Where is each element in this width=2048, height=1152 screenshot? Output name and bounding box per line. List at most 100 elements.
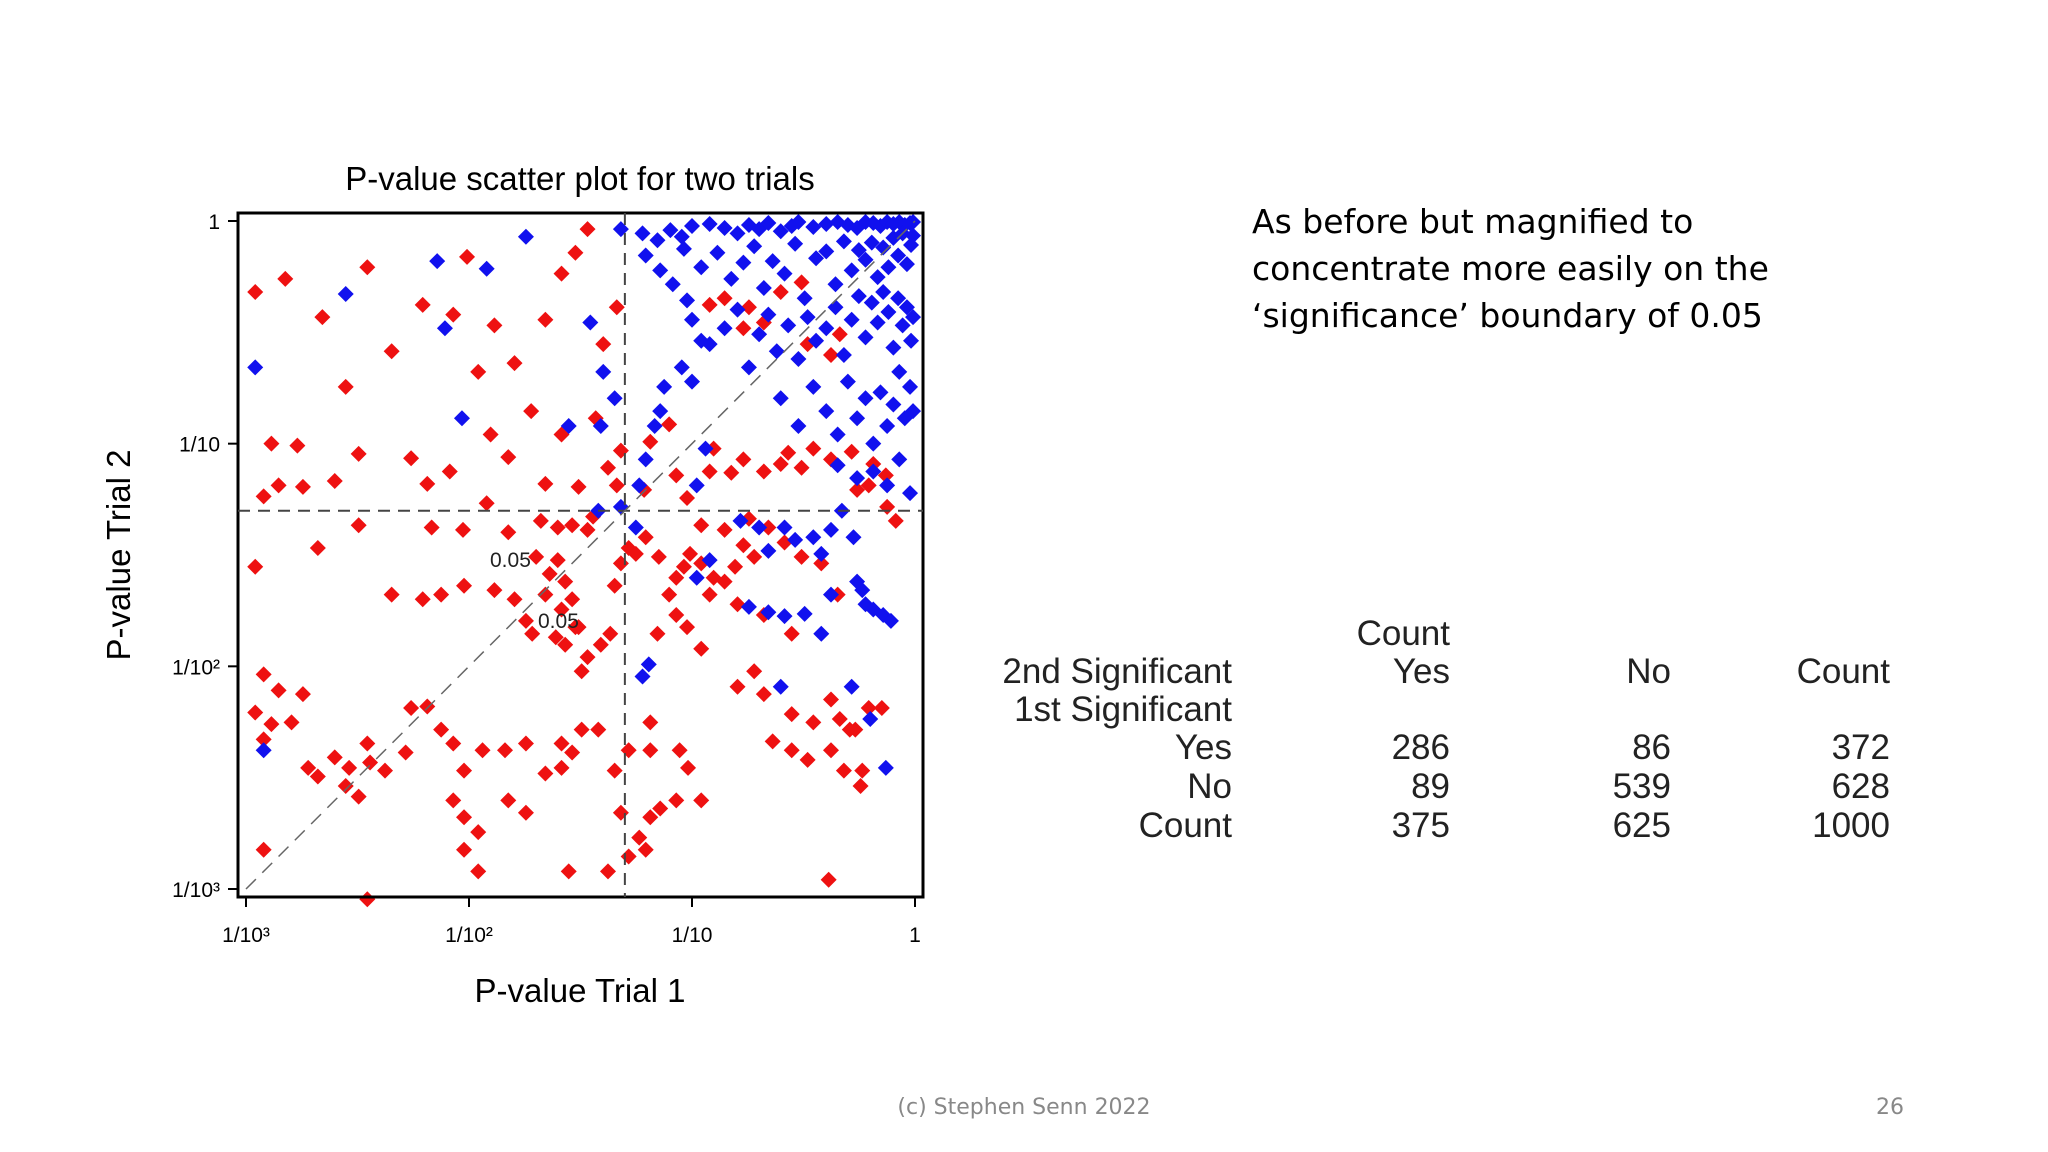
scatter-point-red — [637, 841, 654, 858]
scatter-point-blue — [843, 311, 860, 328]
scatter-point-red — [608, 477, 625, 494]
scatter-point-red — [341, 759, 358, 776]
scatter-point-red — [247, 283, 264, 300]
scatter-point-red — [517, 804, 534, 821]
table-row-label: Count — [1138, 806, 1232, 845]
page-number: 26 — [1876, 1095, 1904, 1120]
scatter-point-red — [835, 762, 852, 779]
scatter-point-red — [847, 721, 864, 738]
scatter-point-red — [397, 744, 414, 761]
scatter-point-blue — [768, 343, 785, 360]
scatter-point-red — [579, 221, 596, 238]
table-col-header-label: 2nd Significant — [1002, 652, 1232, 691]
scatter-point-red — [445, 306, 462, 323]
scatter-point-red — [537, 311, 554, 328]
scatter-point-red — [854, 762, 871, 779]
scatter-point-blue — [436, 320, 453, 337]
scatter-point-red — [549, 552, 566, 569]
scatter-point-blue — [902, 378, 919, 395]
scatter-point-blue — [560, 418, 577, 435]
table-cell: 89 — [1411, 767, 1450, 806]
scatter-point-red — [470, 863, 487, 880]
scatter-point-red — [740, 299, 757, 316]
scatter-point-red — [735, 320, 752, 337]
scatter-point-blue — [631, 477, 648, 494]
scatter-point-red — [270, 477, 287, 494]
scatter-point-red — [682, 545, 699, 562]
scatter-point-red — [599, 863, 616, 880]
scatter-point-blue — [453, 410, 470, 427]
scatter-point-blue — [701, 336, 718, 353]
scatter-point-red — [414, 296, 431, 313]
scatter-point-blue — [697, 440, 714, 457]
scatter-point-red — [780, 444, 797, 461]
table-row-group-label: 1st Significant — [1014, 690, 1232, 729]
scatter-point-red — [247, 558, 264, 575]
scatter-point-blue — [857, 329, 874, 346]
scatter-point-blue — [675, 240, 692, 257]
scatter-point-red — [309, 768, 326, 785]
scatter-point-red — [255, 666, 272, 683]
scatter-point-blue — [813, 545, 830, 562]
y-tick-label: 1/10 — [179, 434, 220, 457]
scatter-point-red — [852, 778, 869, 795]
scatter-point-red — [716, 290, 733, 307]
scatter-point-blue — [637, 451, 654, 468]
scatter-point-red — [314, 309, 331, 326]
scatter-point-red — [506, 355, 523, 372]
scatter-point-blue — [478, 260, 495, 277]
plot-frame — [236, 211, 925, 899]
scatter-point-red — [723, 464, 740, 481]
scatter-point-red — [627, 545, 644, 562]
x-tick-label: 1/10³ — [222, 924, 270, 947]
scatter-point-blue — [857, 596, 874, 613]
table-col-header-count: Count — [1796, 652, 1890, 691]
scatter-point-red — [517, 612, 534, 629]
scatter-point-blue — [818, 215, 835, 232]
scatter-point-blue — [850, 288, 867, 305]
scatter-point-red — [573, 721, 590, 738]
scatter-point-red — [661, 586, 678, 603]
scatter-point-blue — [813, 625, 830, 642]
scatter-point-blue — [592, 418, 609, 435]
scatter-point-blue — [740, 598, 757, 615]
scatter-point-blue — [849, 470, 866, 487]
scatter-point-blue — [656, 378, 673, 395]
scatter-point-red — [693, 640, 710, 657]
scatter-point-red — [500, 792, 517, 809]
scatter-point-blue — [829, 426, 846, 443]
scatter-point-blue — [805, 218, 822, 235]
scatter-point-blue — [880, 259, 897, 276]
scatter-point-red — [359, 735, 376, 752]
scatter-point-blue — [732, 512, 749, 529]
y-tick-label: 1 — [208, 211, 220, 234]
scatter-point-blue — [693, 259, 710, 276]
scatter-point-blue — [818, 320, 835, 337]
footer-copyright: (c) Stephen Senn 2022 — [897, 1095, 1151, 1120]
scatter-point-red — [705, 440, 722, 457]
scatter-point-red — [755, 686, 772, 703]
chart-title: P-value scatter plot for two trials — [345, 160, 815, 197]
scatter-point-red — [517, 735, 534, 752]
scatter-point-red — [455, 521, 472, 538]
scatter-point-red — [403, 450, 420, 467]
scatter-point-red — [537, 586, 554, 603]
scatter-point-red — [270, 682, 287, 699]
scatter-point-red — [799, 751, 816, 768]
scatter-point-red — [679, 490, 696, 507]
scatter-point-blue — [780, 317, 797, 334]
scatter-point-red — [445, 735, 462, 752]
scatter-point-red — [557, 573, 574, 590]
scatter-point-blue — [849, 410, 866, 427]
scatter-point-blue — [688, 569, 705, 586]
scatter-point-red — [482, 426, 499, 443]
scatter-point-blue — [872, 384, 889, 401]
scatter-point-red — [478, 495, 495, 512]
scatter-point-red — [642, 742, 659, 759]
scatter-point-red — [470, 363, 487, 380]
scatter-point-blue — [891, 451, 908, 468]
scatter-point-blue — [729, 225, 746, 242]
scatter-point-blue — [746, 238, 763, 255]
scatter-point-red — [805, 714, 822, 731]
scatter-point-red — [612, 442, 629, 459]
